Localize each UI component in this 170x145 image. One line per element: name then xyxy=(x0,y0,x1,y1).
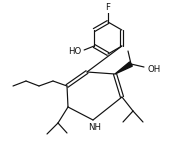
Text: OH: OH xyxy=(148,65,161,74)
Text: NH: NH xyxy=(89,123,101,132)
Text: F: F xyxy=(106,3,110,12)
Polygon shape xyxy=(115,62,132,74)
Text: HO: HO xyxy=(69,48,82,57)
